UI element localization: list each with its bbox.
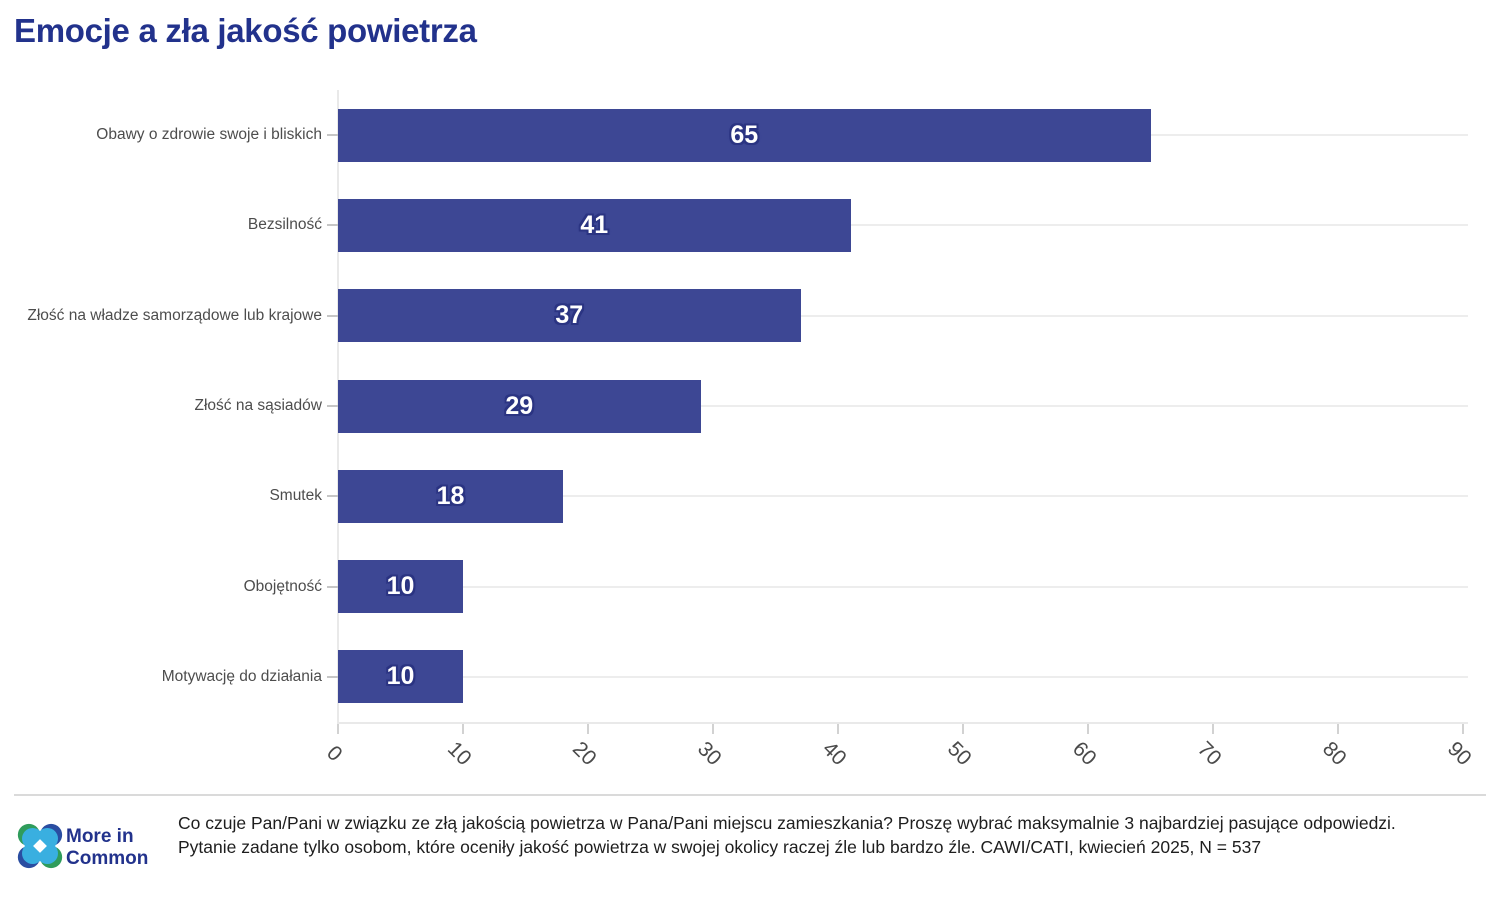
x-axis-tick-label: 10	[442, 737, 476, 771]
x-axis-tick-label: 90	[1442, 737, 1476, 771]
bar-value-label: 37	[555, 301, 584, 330]
x-axis-tick	[462, 724, 464, 734]
bar-value-label: 41	[580, 210, 609, 239]
x-axis-tick	[962, 724, 964, 734]
x-axis-tick	[1087, 724, 1089, 734]
bar-value-label: 29	[505, 391, 534, 420]
category-label: Złość na władze samorządowe lub krajowe	[27, 306, 322, 324]
y-axis-tick	[327, 495, 338, 498]
y-axis-tick	[327, 585, 338, 588]
x-axis-tick-label: 40	[817, 737, 851, 771]
logo-line1: More in	[66, 826, 134, 847]
category-label: Motywację do działania	[161, 667, 322, 685]
bar-value-label: 10	[386, 572, 415, 601]
category-gridline	[338, 224, 1468, 227]
x-axis-tick	[1212, 724, 1214, 734]
footnote-block: Co czuje Pan/Pani w związku ze złą jakoś…	[178, 812, 1448, 859]
y-axis-tick	[327, 675, 338, 678]
logo-line2: Common	[66, 848, 149, 869]
survey-question: Co czuje Pan/Pani w związku ze złą jakoś…	[178, 813, 1396, 833]
x-axis-tick	[337, 724, 339, 734]
category-gridline	[338, 405, 1468, 407]
bar-5: 18	[338, 469, 563, 523]
logo-wordmark: More in Common	[66, 826, 148, 870]
x-axis-tick-label: 0	[322, 741, 347, 766]
bar-1: 65	[338, 108, 1151, 162]
category-gridline	[338, 585, 1468, 588]
x-axis-tick	[837, 724, 839, 734]
x-axis-tick-label: 30	[692, 737, 726, 771]
bar-6: 10	[338, 560, 463, 614]
page-title: Emocje a zła jakość powietrza	[14, 12, 477, 49]
category-gridline	[338, 314, 1468, 317]
x-axis-spine	[337, 722, 1468, 724]
category-label: Obojętność	[243, 577, 322, 595]
x-axis-tick	[1337, 724, 1339, 734]
x-axis-tick-label: 70	[1192, 737, 1226, 771]
x-axis-tick-label: 80	[1317, 737, 1351, 771]
bar-value-label: 65	[730, 120, 759, 149]
more-in-common-clover-icon	[17, 823, 63, 869]
x-axis-tick-label: 60	[1067, 737, 1101, 771]
y-axis-tick	[327, 134, 338, 137]
category-gridline	[338, 495, 1468, 498]
bar-7: 10	[338, 650, 463, 704]
category-label: Smutek	[269, 487, 322, 505]
y-axis-tick	[327, 224, 338, 227]
bar-value-label: 10	[386, 662, 415, 691]
more-in-common-logo: More in Common	[16, 820, 176, 884]
category-gridline	[338, 675, 1468, 678]
bar-4: 29	[338, 379, 701, 433]
category-label: Złość na sąsiadów	[194, 397, 322, 414]
x-axis-tick	[712, 724, 714, 734]
bar-2: 41	[338, 198, 851, 252]
x-axis-tick-label: 20	[567, 737, 601, 771]
x-axis-tick	[1462, 724, 1464, 734]
y-axis-tick	[327, 405, 338, 407]
bar-3: 37	[338, 289, 801, 343]
x-axis-tick-label: 50	[942, 737, 976, 771]
survey-note: Pytanie zadane tylko osobom, które oceni…	[178, 836, 1262, 857]
x-axis-tick	[587, 724, 589, 734]
category-label: Obawy o zdrowie swoje i bliskich	[96, 126, 322, 144]
category-label: Bezsilność	[247, 216, 322, 234]
y-axis-tick	[327, 314, 338, 317]
footer-divider	[14, 794, 1486, 796]
bar-value-label: 18	[436, 481, 465, 510]
